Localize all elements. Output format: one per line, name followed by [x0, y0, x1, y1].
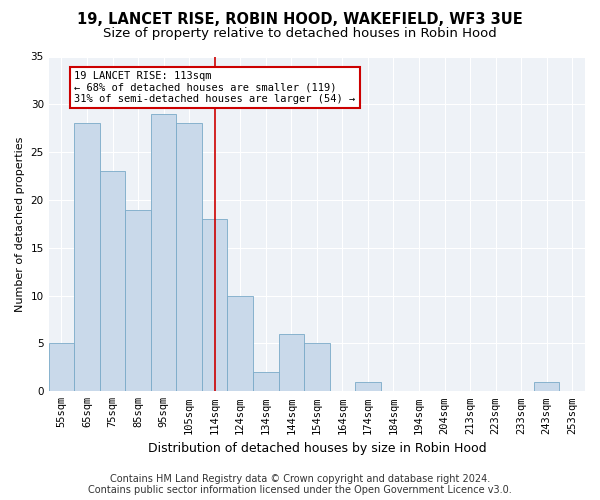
Bar — [534, 382, 559, 392]
Bar — [74, 124, 100, 392]
Bar — [253, 372, 278, 392]
Bar — [304, 344, 329, 392]
Y-axis label: Number of detached properties: Number of detached properties — [15, 136, 25, 312]
Text: Size of property relative to detached houses in Robin Hood: Size of property relative to detached ho… — [103, 28, 497, 40]
X-axis label: Distribution of detached houses by size in Robin Hood: Distribution of detached houses by size … — [148, 442, 486, 455]
Bar — [125, 210, 151, 392]
Text: 19 LANCET RISE: 113sqm
← 68% of detached houses are smaller (119)
31% of semi-de: 19 LANCET RISE: 113sqm ← 68% of detached… — [74, 71, 355, 104]
Bar — [151, 114, 176, 392]
Text: Contains HM Land Registry data © Crown copyright and database right 2024.: Contains HM Land Registry data © Crown c… — [110, 474, 490, 484]
Bar — [100, 172, 125, 392]
Bar — [355, 382, 380, 392]
Bar — [278, 334, 304, 392]
Bar — [202, 219, 227, 392]
Bar — [49, 344, 74, 392]
Bar — [227, 296, 253, 392]
Text: 19, LANCET RISE, ROBIN HOOD, WAKEFIELD, WF3 3UE: 19, LANCET RISE, ROBIN HOOD, WAKEFIELD, … — [77, 12, 523, 28]
Bar — [176, 124, 202, 392]
Text: Contains public sector information licensed under the Open Government Licence v3: Contains public sector information licen… — [88, 485, 512, 495]
